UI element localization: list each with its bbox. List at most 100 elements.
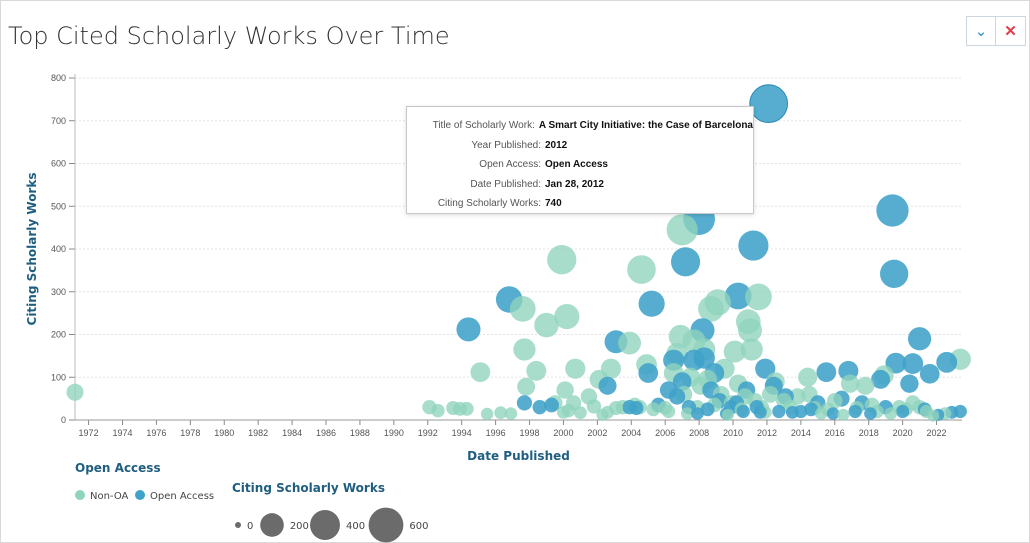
data-point — [627, 255, 656, 284]
data-point — [456, 317, 481, 342]
data-point — [509, 295, 536, 322]
x-tick-label: 2022 — [927, 428, 947, 438]
data-point — [798, 367, 818, 387]
tooltip-row: Title of Scholarly Work: A Smart City Ini… — [407, 116, 753, 136]
x-axis-title: Date Published — [467, 449, 570, 463]
x-tick-label: 1976 — [146, 428, 166, 438]
data-point — [668, 388, 686, 405]
highlighted-point — [749, 84, 789, 124]
y-tick-label: 600 — [51, 159, 66, 169]
data-point — [723, 340, 746, 363]
close-icon[interactable]: ✕ — [996, 16, 1026, 46]
data-point — [691, 407, 704, 420]
data-point — [565, 358, 586, 379]
legend-size-label: 200 — [290, 521, 309, 532]
tooltip-key: Open Access: — [479, 159, 541, 170]
data-point — [698, 295, 724, 322]
data-point — [638, 290, 665, 317]
legend-size-circle — [235, 522, 241, 528]
data-point — [638, 363, 659, 383]
tooltip-key: Citing Scholarly Works: — [437, 198, 541, 209]
data-point — [556, 405, 570, 419]
y-tick-label: 400 — [51, 244, 66, 254]
x-tick-label: 1996 — [486, 428, 506, 438]
legend-swatch — [75, 490, 85, 500]
x-tick-label: 2002 — [587, 428, 607, 438]
data-point — [896, 404, 910, 419]
legend-size-circle — [260, 513, 284, 537]
legend-item-label: Open Access — [150, 491, 214, 502]
data-point — [629, 400, 644, 416]
x-tick-label: 2008 — [689, 428, 709, 438]
x-tick-label: 1984 — [282, 428, 302, 438]
data-point — [737, 318, 763, 343]
data-point — [494, 406, 508, 420]
data-point — [516, 395, 533, 411]
data-point — [480, 407, 494, 421]
tooltip-key: Year Published: — [471, 139, 541, 151]
chevron-down-icon[interactable]: ⌄ — [966, 16, 996, 46]
tooltip-value: A Smart City Initiative: the Case of Bar… — [538, 120, 753, 131]
panel-controls: ⌄ ✕ — [966, 16, 1026, 46]
data-point — [927, 409, 940, 422]
data-point — [556, 381, 574, 399]
x-tick-label: 1978 — [180, 428, 200, 438]
y-axis-title: Citing Scholarly Works — [25, 173, 39, 326]
x-tick-label: 1982 — [248, 428, 268, 438]
x-tick-label: 1986 — [316, 428, 336, 438]
data-point — [547, 245, 577, 275]
x-tick-label: 1972 — [79, 428, 99, 438]
x-tick-label: 1988 — [350, 428, 370, 438]
data-point — [721, 408, 735, 421]
data-point — [470, 362, 491, 383]
data-point — [871, 369, 891, 389]
data-point — [848, 404, 862, 419]
x-tick-label: 1990 — [384, 428, 404, 438]
x-tick-label: 2014 — [791, 428, 811, 438]
data-point — [459, 401, 474, 416]
y-tick-label: 800 — [51, 73, 66, 83]
data-point — [772, 404, 786, 419]
legend-size-circle — [368, 507, 404, 543]
tooltip-row: Open Access: Open Access — [407, 155, 753, 175]
tooltip-row: Date Published: Jan 28, 2012 — [407, 175, 753, 195]
tooltip-key: Title of Scholarly Work: — [432, 120, 535, 131]
data-point — [902, 353, 924, 374]
data-point — [517, 377, 536, 396]
data-point — [724, 282, 752, 310]
data-point — [532, 400, 547, 415]
data-point — [738, 230, 769, 261]
data-point — [573, 406, 587, 420]
data-point — [618, 331, 642, 355]
y-tick-label: 500 — [51, 201, 66, 211]
data-point — [936, 351, 958, 373]
data-point — [761, 385, 779, 403]
legend-size-label: 400 — [346, 521, 365, 532]
data-point — [840, 374, 860, 393]
x-tick-label: 2000 — [553, 428, 573, 438]
data-point — [745, 283, 772, 311]
data-point — [804, 402, 818, 417]
x-tick-label: 2020 — [893, 428, 913, 438]
data-point — [740, 338, 763, 361]
x-tick-label: 2006 — [655, 428, 675, 438]
data-tooltip: Title of Scholarly Work: A Smart City Ini… — [406, 106, 754, 214]
data-point — [586, 399, 602, 414]
x-tick-label: 2010 — [723, 428, 743, 438]
x-tick-label: 1994 — [452, 428, 472, 438]
data-point — [683, 349, 705, 371]
x-tick-label: 2004 — [621, 428, 641, 438]
legend-size-title: Citing Scholarly Works — [232, 481, 385, 495]
page-title: Top Cited Scholarly Works Over Time — [8, 22, 450, 50]
data-point — [544, 397, 559, 413]
x-tick-label: 2016 — [825, 428, 845, 438]
data-point — [672, 372, 692, 391]
legend-size-circle — [310, 510, 340, 540]
y-tick-label: 700 — [51, 116, 66, 126]
tooltip-row: Citing Scholarly Works: 740 — [407, 194, 753, 214]
data-points — [66, 84, 971, 422]
x-tick-label: 1974 — [112, 428, 132, 438]
data-point — [554, 303, 580, 330]
data-point — [753, 405, 767, 419]
